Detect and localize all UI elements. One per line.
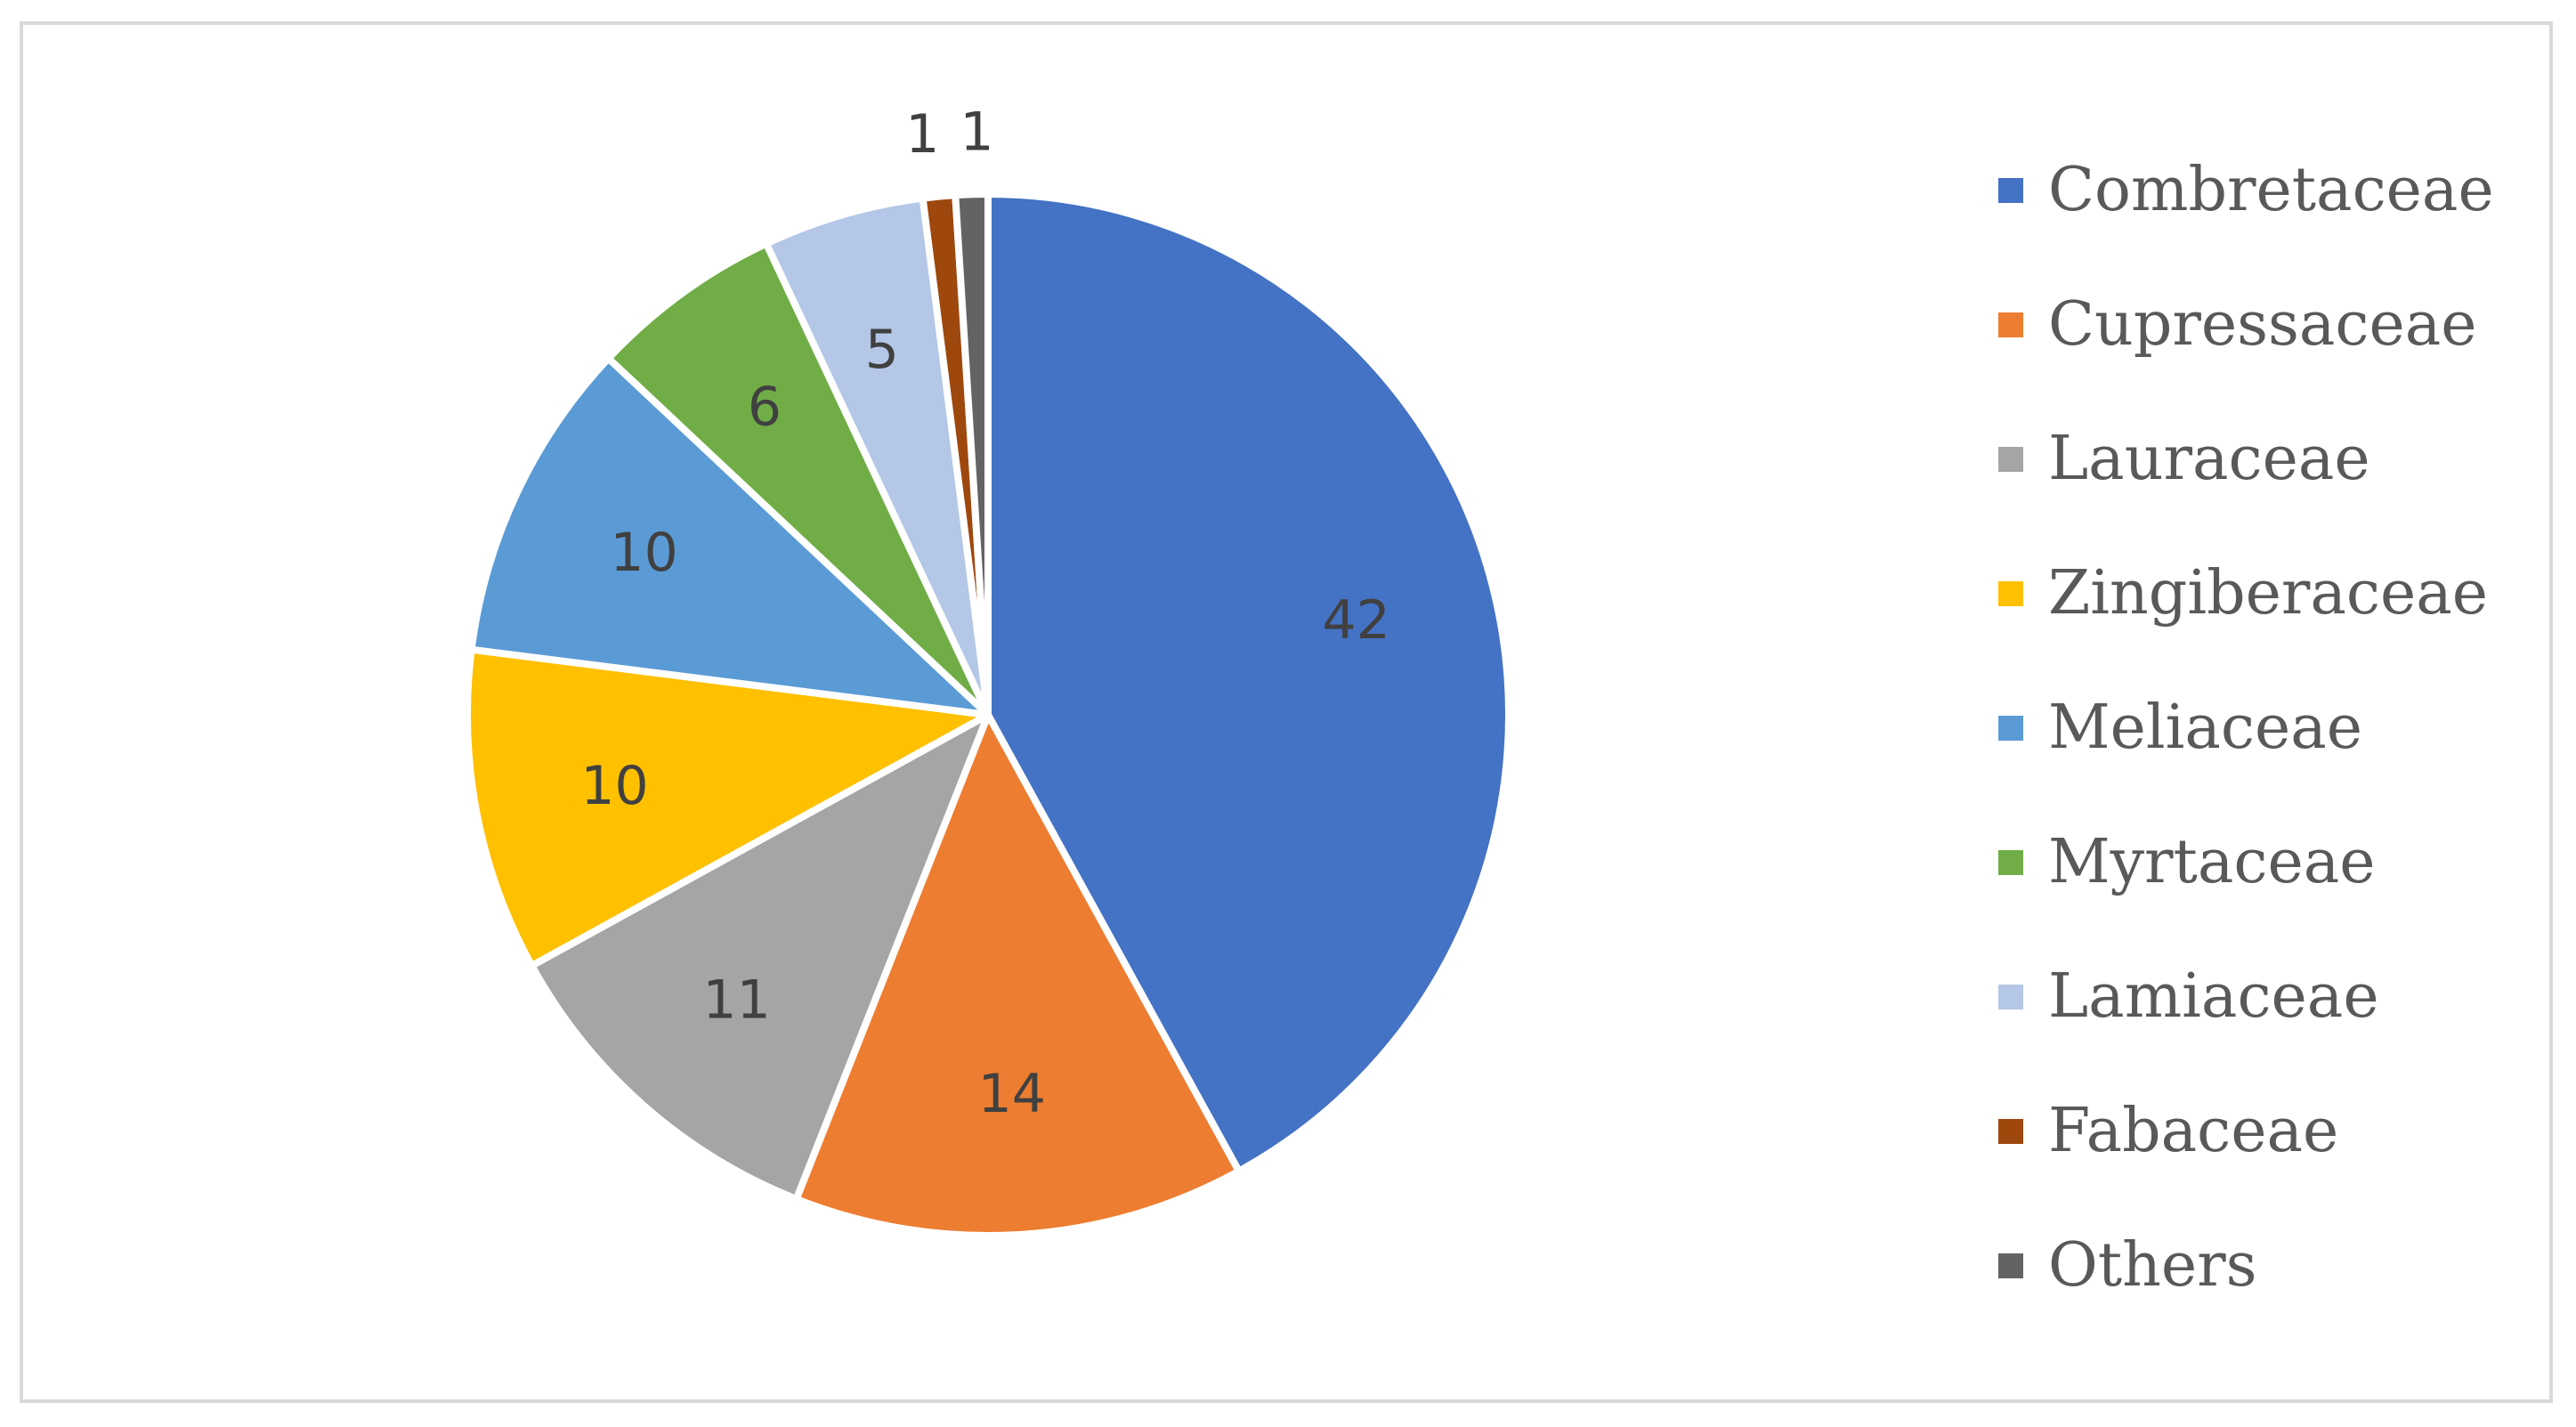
- legend-item-lamiaceae: Lamiaceae: [1998, 929, 2532, 1064]
- legend-item-fabaceae: Fabaceae: [1998, 1064, 2532, 1198]
- legend-label: Others: [2048, 1230, 2257, 1301]
- legend-item-zingiberaceae: Zingiberaceae: [1998, 526, 2532, 661]
- legend-swatch: [1998, 1119, 2023, 1144]
- legend-swatch: [1998, 850, 2023, 875]
- data-label-zingiberaceae: 10: [580, 755, 648, 817]
- legend: Combretaceae Cupressaceae Lauraceae Zingibe…: [1998, 123, 2532, 1333]
- data-label-others: 1: [960, 101, 993, 163]
- legend-item-cupressaceae: Cupressaceae: [1998, 257, 2532, 392]
- legend-swatch: [1998, 1253, 2023, 1278]
- legend-label: Meliaceae: [2048, 693, 2362, 763]
- legend-swatch: [1998, 985, 2023, 1009]
- legend-item-combretaceae: Combretaceae: [1998, 123, 2532, 257]
- data-label-myrtaceae: 6: [748, 377, 782, 439]
- legend-item-myrtaceae: Myrtaceae: [1998, 795, 2532, 929]
- data-label-meliaceae: 10: [610, 522, 677, 584]
- legend-item-meliaceae: Meliaceae: [1998, 661, 2532, 795]
- legend-swatch: [1998, 178, 2023, 203]
- legend-swatch: [1998, 581, 2023, 606]
- legend-label: Combretaceae: [2048, 155, 2494, 225]
- data-label-cupressaceae: 14: [978, 1063, 1046, 1125]
- legend-item-others: Others: [1998, 1198, 2532, 1333]
- data-label-combretaceae: 42: [1322, 589, 1389, 652]
- legend-label: Fabaceae: [2048, 1096, 2338, 1166]
- legend-label: Lamiaceae: [2048, 961, 2379, 1032]
- legend-swatch: [1998, 716, 2023, 741]
- legend-item-lauraceae: Lauraceae: [1998, 392, 2532, 526]
- legend-label: Lauraceae: [2048, 424, 2370, 494]
- legend-label: Cupressaceae: [2048, 289, 2477, 360]
- legend-label: Myrtaceae: [2048, 827, 2376, 897]
- legend-swatch: [1998, 312, 2023, 337]
- data-label-fabaceae: 1: [905, 103, 939, 166]
- data-label-lauraceae: 11: [702, 969, 770, 1031]
- legend-swatch: [1998, 447, 2023, 472]
- data-label-lamiaceae: 5: [865, 319, 899, 381]
- legend-label: Zingiberaceae: [2048, 558, 2488, 628]
